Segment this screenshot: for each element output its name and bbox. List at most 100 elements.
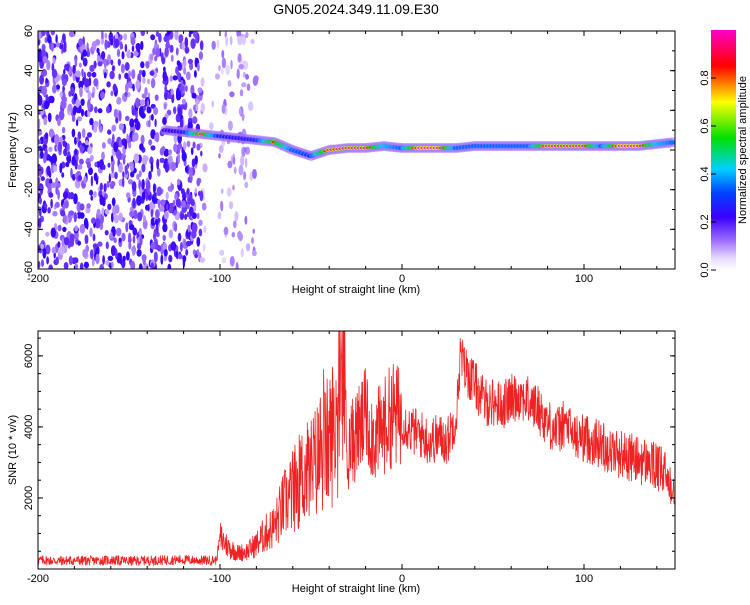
y-tick-label: 4000 bbox=[23, 415, 35, 439]
spectrogram-noise-cell bbox=[52, 84, 57, 94]
spectrogram-noise-cell bbox=[87, 90, 92, 101]
spectrogram-noise-cell bbox=[89, 189, 94, 196]
spectrogram-noise-cell bbox=[86, 71, 92, 78]
spectrogram-noise-cell bbox=[240, 155, 245, 167]
spectrogram-noise-cell bbox=[92, 233, 96, 242]
spectrogram-noise-cell bbox=[62, 191, 69, 199]
spectrogram-noise-cell bbox=[54, 134, 60, 145]
spectrogram-noise-cell bbox=[83, 261, 89, 269]
spectrogram-noise-cell bbox=[129, 118, 135, 128]
spectrogram-noise-cell bbox=[79, 145, 85, 153]
spectrogram-noise-cell bbox=[69, 65, 72, 75]
spectrogram-noise-cell bbox=[173, 106, 177, 115]
spectrogram-noise-cell bbox=[177, 143, 181, 155]
spectrogram-noise-cell bbox=[140, 134, 145, 145]
spectrogram-noise-cell bbox=[180, 104, 185, 110]
spectrogram-noise-cell bbox=[141, 191, 146, 201]
spectrogram-noise-cell bbox=[96, 208, 101, 216]
spectrogram-noise-cell bbox=[42, 247, 47, 259]
spectrogram-noise-cell bbox=[154, 94, 159, 101]
spectrogram-noise-cell bbox=[62, 85, 65, 92]
spectrogram-noise-cell bbox=[89, 64, 95, 72]
spectrogram-noise-cell bbox=[211, 40, 216, 51]
spectrogram-noise-cell bbox=[139, 236, 143, 246]
spectrogram-noise-cell bbox=[68, 90, 72, 97]
spectrogram-noise-cell bbox=[157, 217, 161, 223]
spectrogram-noise-cell bbox=[113, 108, 118, 118]
spectrogram-noise-cell bbox=[135, 79, 141, 90]
spectrogram-noise-cell bbox=[76, 137, 80, 143]
spectrogram-noise-cell bbox=[191, 92, 197, 99]
spectrogram-noise-cell bbox=[237, 53, 242, 63]
spectrogram-noise-cell bbox=[112, 83, 117, 93]
spectrogram-noise-cell bbox=[113, 141, 119, 153]
colorbar-tick-label: 0.2 bbox=[699, 214, 711, 229]
spectrogram-noise-cell bbox=[131, 45, 135, 52]
spectrogram-noise-cell bbox=[76, 116, 83, 122]
spectrogram-noise-cell bbox=[173, 143, 177, 152]
spectrogram-noise-cell bbox=[55, 34, 58, 44]
spectrogram-noise-cell bbox=[184, 46, 190, 54]
spectrogram-noise-cell bbox=[186, 140, 191, 148]
spectrogram-noise-cell bbox=[196, 178, 201, 187]
spectrogram-noise-cell bbox=[219, 249, 225, 256]
spectrogram-noise-cell bbox=[163, 103, 167, 110]
spectrogram-noise-cell bbox=[40, 259, 45, 267]
spectrogram-noise-cell bbox=[142, 155, 148, 166]
spectrogram-noise-cell bbox=[172, 75, 178, 81]
snr-series-line bbox=[38, 331, 675, 567]
spectrogram-noise-cell bbox=[150, 161, 154, 173]
spectrogram-noise-cell bbox=[158, 33, 162, 43]
spectrogram-noise-cell bbox=[232, 156, 236, 165]
spectrogram-noise-cell bbox=[184, 36, 189, 48]
spectrogram-noise-cell bbox=[119, 41, 123, 50]
y-tick-label: 60 bbox=[23, 25, 35, 37]
spectrogram-noise-cell bbox=[39, 185, 43, 196]
spectrogram-noise-cell bbox=[61, 100, 67, 109]
spectrogram-noise-cell bbox=[74, 136, 77, 145]
spectrogram-xlabel: Height of straight line (km) bbox=[292, 284, 420, 296]
spectrogram-noise-cell bbox=[184, 213, 188, 220]
spectrogram-noise-cell bbox=[175, 198, 181, 208]
spectrogram-noise-cell bbox=[104, 209, 110, 215]
spectrogram-noise-cell bbox=[118, 237, 122, 243]
spectrogram-noise-cell bbox=[150, 78, 156, 89]
spectrogram-noise-cell bbox=[142, 76, 146, 84]
spectrogram-noise-cell bbox=[180, 188, 185, 195]
spectrogram-noise-cell bbox=[101, 207, 105, 216]
spectrogram-noise-cell bbox=[80, 55, 84, 61]
spectrogram-noise-cell bbox=[38, 217, 42, 229]
spectrogram-noise-cell bbox=[69, 192, 75, 200]
spectrogram-noise-cell bbox=[244, 215, 248, 225]
spectrogram-noise-cell bbox=[101, 142, 106, 149]
spectrogram-noise-cell bbox=[63, 213, 67, 224]
spectrogram-noise-cell bbox=[166, 203, 169, 210]
spectrogram-noise-cell bbox=[81, 128, 86, 138]
spectrogram-noise-cell bbox=[163, 249, 168, 257]
spectrogram-noise-cell bbox=[78, 38, 83, 47]
spectrogram-noise-cell bbox=[159, 157, 165, 163]
spectrogram-noise-cell bbox=[114, 249, 118, 259]
spectrogram-noise-cell bbox=[170, 183, 174, 191]
spectrogram-noise-cell bbox=[130, 171, 135, 178]
spectrogram-noise-cell bbox=[38, 139, 42, 145]
spectrogram-noise-cell bbox=[192, 141, 196, 149]
spectrogram-noise-cell bbox=[80, 108, 85, 117]
spectrogram-noise-cell bbox=[169, 44, 174, 53]
spectrogram-noise-cell bbox=[57, 224, 62, 232]
spectrogram-noise-cell bbox=[48, 128, 55, 138]
spectrogram-noise-cell bbox=[185, 71, 191, 81]
spectrogram-noise-cell bbox=[101, 51, 106, 60]
spectrogram-noise-cell bbox=[240, 248, 244, 258]
colorbar-tick-label: 0.4 bbox=[699, 166, 711, 181]
spectrogram-noise-cell bbox=[111, 163, 115, 174]
spectrogram-noise-cell bbox=[145, 191, 149, 202]
colorbar-ticks: 0.0 0.2 0.4 0.6 0.8 bbox=[699, 70, 716, 278]
spectrogram-noise-cell bbox=[150, 145, 156, 151]
spectrogram-noise-cell bbox=[136, 173, 140, 181]
spectrogram-noise-cell bbox=[139, 143, 144, 151]
spectrogram-noise-cell bbox=[109, 72, 113, 79]
spectrogram-noise-cell bbox=[75, 119, 79, 127]
snr-panel: -200 -100 0 100 2000 4000 6000 Height of strai… bbox=[7, 330, 676, 595]
